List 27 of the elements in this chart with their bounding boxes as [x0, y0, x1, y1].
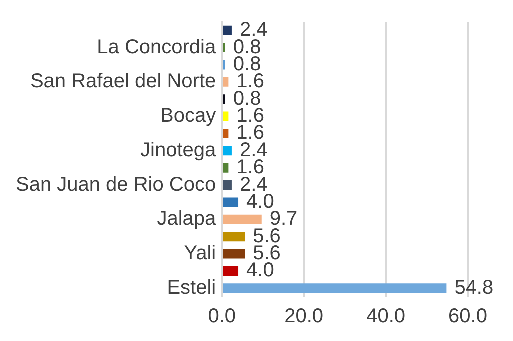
data-label: 4.0 — [246, 260, 274, 282]
x-tick-label: 20.0 — [284, 306, 324, 328]
y-tick-label: Bocay — [160, 105, 216, 128]
bar — [223, 214, 262, 224]
x-tick-label: 40.0 — [366, 306, 406, 328]
x-tick-label: 0.0 — [208, 306, 236, 328]
y-tick-label: La Concordia — [97, 36, 217, 58]
x-tick-label: 60.0 — [448, 306, 488, 328]
bar — [223, 112, 229, 122]
bar — [223, 163, 229, 173]
data-label: 54.8 — [454, 276, 494, 299]
bar — [223, 284, 447, 294]
bar — [223, 249, 246, 259]
y-tick-label: Yali — [184, 242, 216, 265]
y-tick-label: Jinotega — [140, 139, 217, 162]
bar — [223, 198, 239, 208]
y-tick-label: San Rafael del Norte — [30, 70, 216, 93]
y-tick-label: San Juan de Rio Coco — [16, 174, 216, 196]
bar — [223, 128, 229, 138]
bar — [223, 232, 246, 242]
y-tick-label: Jalapa — [157, 208, 217, 230]
bar — [223, 266, 239, 276]
bar — [223, 180, 232, 190]
y-tick-label: Esteli — [167, 276, 216, 299]
bar — [223, 26, 232, 36]
bar — [223, 77, 229, 87]
bar — [223, 146, 232, 156]
